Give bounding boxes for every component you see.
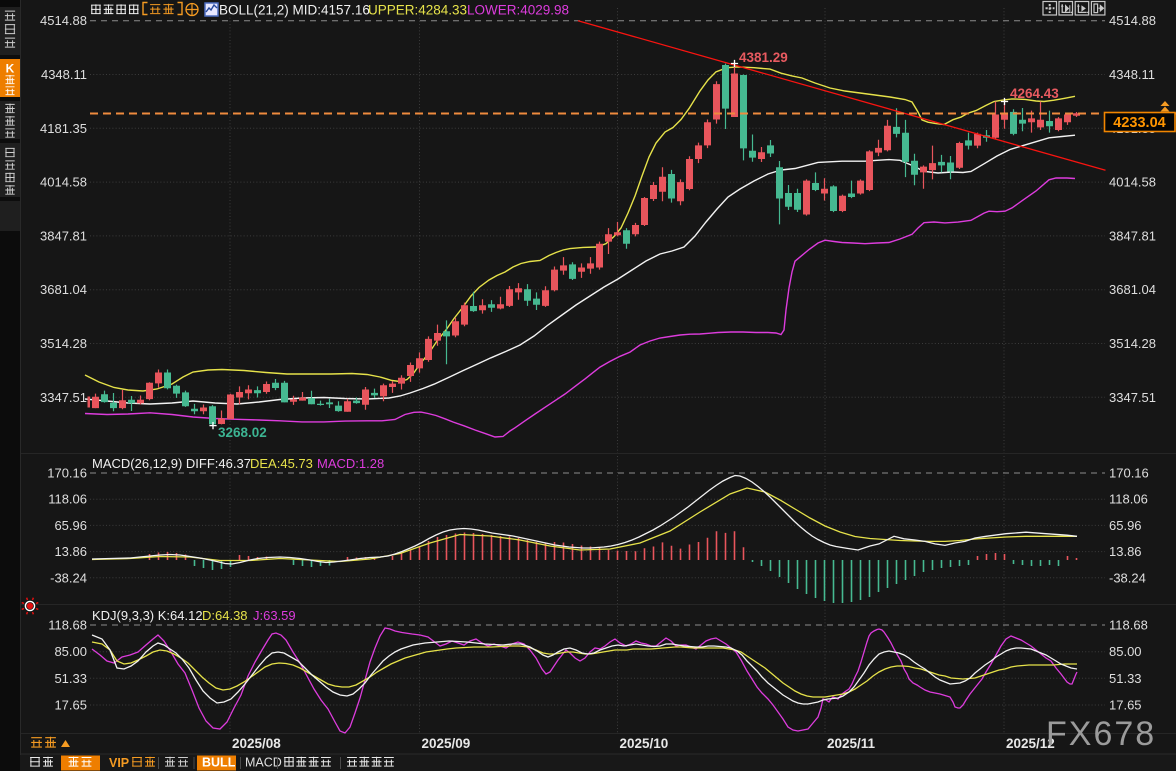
svg-text:51.33: 51.33	[54, 671, 87, 686]
svg-text:3347.51: 3347.51	[40, 390, 87, 405]
svg-text:2025/10: 2025/10	[620, 736, 669, 751]
svg-text:4514.88: 4514.88	[1109, 13, 1156, 28]
svg-text:170.16: 170.16	[1109, 466, 1149, 481]
svg-text:-38.24: -38.24	[50, 570, 87, 585]
svg-text:FX678: FX678	[1046, 715, 1156, 753]
svg-text:4014.58: 4014.58	[40, 175, 87, 190]
svg-text:4264.43: 4264.43	[1010, 86, 1059, 101]
svg-text:D:64.38: D:64.38	[202, 608, 248, 623]
svg-text:J:63.59: J:63.59	[253, 608, 296, 623]
svg-text:3514.28: 3514.28	[40, 336, 87, 351]
svg-text:4181.35: 4181.35	[40, 121, 87, 136]
svg-text:3514.28: 3514.28	[1109, 336, 1156, 351]
svg-text:MACD: MACD	[245, 756, 282, 770]
svg-text:4014.58: 4014.58	[1109, 175, 1156, 190]
svg-text:K: K	[6, 62, 15, 76]
svg-text:13.86: 13.86	[1109, 544, 1142, 559]
svg-text:2025/11: 2025/11	[827, 736, 876, 751]
svg-text:UPPER:4284.33: UPPER:4284.33	[368, 3, 467, 18]
svg-text:3847.81: 3847.81	[40, 228, 87, 243]
svg-text:BOLL(21,2) MID:4157.16: BOLL(21,2) MID:4157.16	[219, 3, 370, 18]
svg-text:65.96: 65.96	[1109, 518, 1142, 533]
svg-text:2025/12: 2025/12	[1006, 736, 1055, 751]
svg-text:3847.81: 3847.81	[1109, 228, 1156, 243]
svg-text:118.06: 118.06	[48, 492, 87, 507]
svg-text:-38.24: -38.24	[1109, 570, 1146, 585]
svg-text:4348.11: 4348.11	[41, 67, 87, 82]
svg-text:3347.51: 3347.51	[1109, 390, 1156, 405]
svg-text:4233.04: 4233.04	[1113, 115, 1165, 131]
svg-text:2025/09: 2025/09	[422, 736, 471, 751]
svg-text:3681.04: 3681.04	[40, 282, 87, 297]
svg-text:4381.29: 4381.29	[739, 50, 788, 65]
svg-text:4514.88: 4514.88	[40, 13, 87, 28]
svg-text:4348.11: 4348.11	[1109, 67, 1155, 82]
svg-text:DEA:45.73: DEA:45.73	[250, 456, 313, 471]
svg-text:85.00: 85.00	[54, 644, 87, 659]
svg-text:MACD:1.28: MACD:1.28	[317, 456, 384, 471]
svg-text:118.06: 118.06	[1109, 492, 1148, 507]
svg-text:LOWER:4029.98: LOWER:4029.98	[467, 3, 569, 18]
svg-text:65.96: 65.96	[54, 518, 87, 533]
svg-text:51.33: 51.33	[1109, 671, 1142, 686]
svg-text:13.86: 13.86	[54, 544, 87, 559]
svg-text:2025/08: 2025/08	[232, 736, 281, 751]
svg-text:118.68: 118.68	[48, 618, 87, 633]
svg-text:118.68: 118.68	[1109, 618, 1148, 633]
svg-text:17.65: 17.65	[54, 698, 87, 713]
svg-text:3681.04: 3681.04	[1109, 282, 1156, 297]
svg-text:MACD(26,12,9) DIFF:46.37: MACD(26,12,9) DIFF:46.37	[92, 456, 251, 471]
svg-text:3268.02: 3268.02	[218, 425, 267, 440]
svg-text:KDJ(9,3,3) K:64.12: KDJ(9,3,3) K:64.12	[92, 608, 203, 623]
svg-text:85.00: 85.00	[1109, 644, 1142, 659]
svg-text:VIP: VIP	[109, 756, 129, 770]
svg-text:BULL: BULL	[202, 756, 236, 770]
svg-text:17.65: 17.65	[1109, 698, 1142, 713]
svg-text:170.16: 170.16	[47, 466, 87, 481]
